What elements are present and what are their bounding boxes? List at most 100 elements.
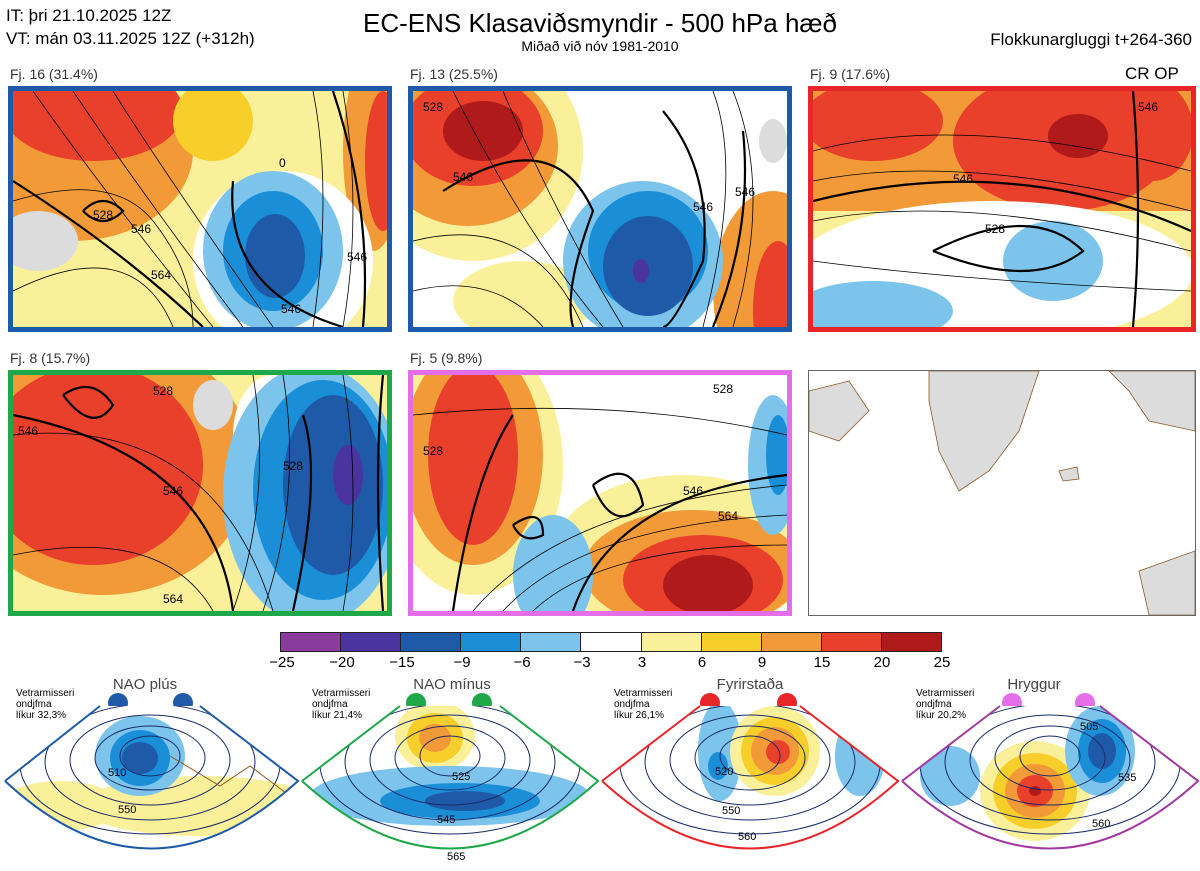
regime-title: NAO plús [112,676,178,693]
colorbar-swatch [581,633,642,651]
colorbar-swatch [461,633,522,651]
regime-map: 520 550 560 [601,705,900,850]
colorbar-swatch [761,633,822,651]
contour-label: 564 [718,509,738,523]
colorbar-tick: 25 [933,654,951,671]
contour-label: 546 [735,185,755,199]
map-16-field: 528 546 564 546 0 546 [13,91,387,327]
regime-note-line: líkur 20,2% [916,710,967,721]
colorbar-tick: 3 [637,654,647,671]
contour-label: 528 [423,100,443,114]
colorbar-swatch [641,633,702,651]
colorbar-tick: −20 [329,654,355,671]
colorbar [280,632,942,652]
contour-label: 525 [452,771,470,783]
contour-label: 545 [437,814,455,826]
regime-note-line: Vetrarmisseri [614,688,673,699]
issue-time: IT: þri 21.10.2025 12Z [6,6,172,25]
contour-label: 565 [447,851,465,863]
valid-time: VT: mán 03.11.2025 12Z (+312h) [6,29,255,48]
panel-label-3: Fj. 9 (17.6%) [810,66,891,82]
regime-note-line: Vetrarmisseri [16,688,75,699]
colorbar-swatch [701,633,762,651]
contour-label: 550 [118,804,136,816]
panel-label-5: Fj. 5 (9.8%) [410,350,483,366]
colorbar-tick: 9 [757,654,767,671]
regime-note-line: líkur 26,1% [614,710,665,721]
contour-label: 546 [683,484,703,498]
regime-note-line: líkur 32,3% [16,710,67,721]
contour-label: 528 [713,382,733,396]
panel-label-2: Fj. 13 (25.5%) [410,66,498,82]
page-subtitle: Miðað við nóv 1981-2010 [521,38,679,54]
contour-label: 528 [93,208,113,222]
colorbar-tick: −9 [453,654,471,671]
cluster-map-16: 528 546 564 546 0 546 [8,86,392,332]
map-13-field: 528 546 546 546 [413,91,787,327]
regime-note-line: Vetrarmisseri [916,688,975,699]
base-map [808,370,1196,616]
regime-nao-minus: NAO mínus Vetrarmisseri ondjfma líkur 21… [300,676,600,871]
contour-label: 564 [151,268,171,282]
contour-label: 546 [693,200,713,214]
colorbar-tick: −6 [513,654,531,671]
colorbar-swatch [881,633,942,651]
contour-label: 0 [279,156,286,170]
contour-label: 564 [163,592,183,606]
colorbar-tick: −3 [573,654,591,671]
colorbar-swatch [821,633,882,651]
panel-label-4: Fj. 8 (15.7%) [10,350,91,366]
colorbar-tick: 20 [873,654,891,671]
regime-note-line: Vetrarmisseri [312,688,371,699]
contour-label: 560 [1092,818,1110,830]
header-info: IT: þri 21.10.2025 12Z VT: mán 03.11.202… [6,4,255,50]
contour-label: 546 [18,424,38,438]
contour-label: 535 [1118,772,1136,784]
regime-note-line: ondjfma [916,699,952,710]
map-9-field: 528 546 546 [813,91,1191,327]
cluster-map-5: 528 546 564 528 [408,370,792,616]
contour-label: 505 [1080,721,1098,733]
regime-map: 505 535 560 [901,705,1200,850]
regime-title: Hryggur [1007,676,1061,693]
regime-note-line: líkur 21,4% [312,710,363,721]
colorbar-tick: −25 [269,654,295,671]
contour-label: 520 [715,766,733,778]
cluster-map-13: 528 546 546 546 [408,86,792,332]
classification-window: Flokkunargluggi t+264-360 [990,30,1192,49]
map-8-field: 528 546 546 528 564 [13,375,387,611]
regime-note-line: ondjfma [312,699,348,710]
contour-label: 510 [108,767,126,779]
regime-title: Fyrirstaða [716,676,784,693]
contour-label: 546 [453,170,473,184]
contour-label: 546 [131,222,151,236]
colorbar-tick: −15 [389,654,415,671]
regime-note: Vetrarmisseri ondjfma líkur 32,3% [16,688,74,721]
regime-note: Vetrarmisseri ondjfma líkur 21,4% [312,688,370,721]
contour-label: 550 [722,805,740,817]
regime-map: 510 550 [4,705,300,850]
page-title: EC-ENS Klasaviðsmyndir - 500 hPa hæð [363,8,837,38]
regime-map: 525 545 565 [301,705,600,863]
contour-label: 546 [163,484,183,498]
base-map-land [809,371,1195,615]
regime-nao-plus: NAO plús Vetrarmisseri ondjfma líkur 32,… [0,676,300,871]
regime-note: Vetrarmisseri ondjfma líkur 20,2% [916,688,974,721]
contour-label: 528 [985,222,1005,236]
contour-label: 546 [347,250,367,264]
contour-label: 528 [153,384,173,398]
colorbar-swatch [401,633,462,651]
cluster-map-9: 528 546 546 [808,86,1196,332]
cluster-map-8: 528 546 546 528 564 [8,370,392,616]
contour-label: 546 [953,172,973,186]
colorbar-tick: 15 [813,654,831,671]
regime-note: Vetrarmisseri ondjfma líkur 26,1% [614,688,672,721]
colorbar-swatch [341,633,402,651]
map-5-field: 528 546 564 528 [413,375,787,611]
panel-label-1: Fj. 16 (31.4%) [10,66,98,82]
contour-label: 560 [738,831,756,843]
colorbar-tick: 6 [697,654,707,671]
colorbar-swatch [521,633,582,651]
colorbar-swatch [281,633,342,651]
colorbar-ticks: −25 −20 −15 −9 −6 −3 3 6 9 15 20 25 [262,654,960,674]
